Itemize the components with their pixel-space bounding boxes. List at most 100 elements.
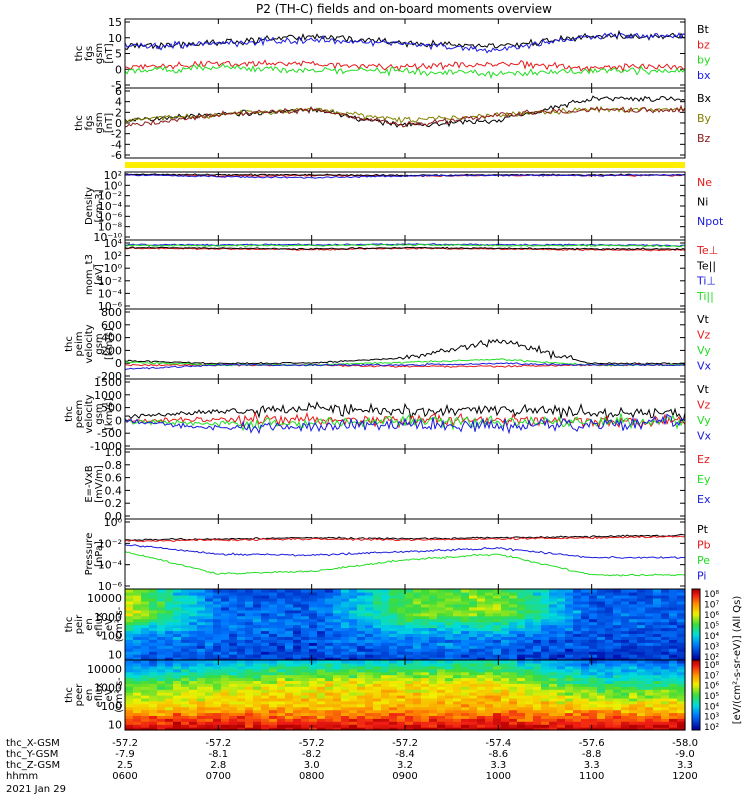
spectrogram-cell xyxy=(365,660,374,664)
colorbar-tick: 10² xyxy=(704,723,719,733)
spectrogram-cell xyxy=(509,589,518,593)
spectrogram-cell xyxy=(661,715,670,719)
spectrogram-cell xyxy=(149,721,158,725)
spectrogram-cell xyxy=(245,600,254,605)
spectrogram-cell xyxy=(509,618,518,623)
spectrogram-cell xyxy=(301,683,310,687)
spectrogram-cell xyxy=(333,660,342,664)
spectrogram-cell xyxy=(445,627,454,632)
spectrogram-cell xyxy=(173,603,182,608)
y-tick-label: 0 xyxy=(115,357,122,370)
spectrogram-cell xyxy=(133,624,142,629)
legend-Ex: Ex xyxy=(697,493,711,506)
spectrogram-cell xyxy=(349,706,358,711)
spectrogram-cell xyxy=(237,683,246,687)
spectrogram-cell xyxy=(269,651,278,655)
y-tick-label: 10⁻⁴ xyxy=(98,287,123,300)
spectrogram-cell xyxy=(213,603,222,608)
spectrogram-cell xyxy=(189,636,198,640)
y-tick-label: 0 xyxy=(115,63,122,76)
spectrogram-cell xyxy=(645,633,654,637)
spectrogram-cell xyxy=(317,657,326,661)
spectrogram-cell xyxy=(589,630,598,634)
spectrogram-cell xyxy=(621,727,630,731)
spectrogram-cell xyxy=(629,677,638,681)
spectrogram-cell xyxy=(277,627,286,632)
spectrogram-cell xyxy=(637,709,646,714)
spectrogram-cell xyxy=(661,671,670,676)
spectrogram-cell xyxy=(357,660,366,664)
spectrogram-cell xyxy=(461,603,470,608)
spectrogram-cell xyxy=(157,665,166,670)
spectrogram-cell xyxy=(277,718,286,722)
spectrogram-cell xyxy=(381,668,390,673)
spectrogram-cell xyxy=(301,695,310,699)
spectrogram-cell xyxy=(189,703,198,708)
spectrogram-cell xyxy=(389,630,398,634)
spectrogram-cell xyxy=(605,624,614,629)
spectrogram-cell xyxy=(453,665,462,670)
spectrogram-cell xyxy=(501,706,510,711)
spectrogram-cell xyxy=(405,697,414,702)
spectrogram-cell xyxy=(597,724,606,728)
spectrogram-cell xyxy=(365,654,374,658)
spectrogram-cell xyxy=(629,606,638,611)
spectrogram-cell xyxy=(477,721,486,725)
spectrogram-cell xyxy=(485,633,494,637)
spectrogram-cell xyxy=(533,597,542,602)
footer-value-t: 0900 xyxy=(392,771,417,782)
panel-frame xyxy=(124,518,686,590)
spectrogram-cell xyxy=(637,692,646,696)
spectrogram-cell xyxy=(533,654,542,658)
spectrogram-cell xyxy=(333,700,342,705)
y-tick-label: 10 xyxy=(108,32,122,45)
spectrogram-cell xyxy=(525,621,534,626)
spectrogram-cell xyxy=(445,636,454,640)
spectrogram-cell xyxy=(165,671,174,676)
spectrogram-cell xyxy=(661,600,670,605)
spectrogram-cell xyxy=(533,645,542,649)
spectrogram-cell xyxy=(213,597,222,602)
spectrogram-cell xyxy=(573,683,582,687)
spectrogram-cell xyxy=(125,621,134,626)
spectrogram-cell xyxy=(405,624,414,629)
spectrogram-cell xyxy=(325,660,334,664)
spectrogram-cell xyxy=(261,718,270,722)
spectrogram-cell xyxy=(205,594,214,599)
spectrogram-cell xyxy=(653,642,662,646)
spectrogram-cell xyxy=(141,594,150,599)
spectrogram-cell xyxy=(269,671,278,676)
spectrogram-cell xyxy=(237,674,246,679)
spectrogram-cell xyxy=(397,706,406,711)
spectrogram-cell xyxy=(445,594,454,599)
spectrogram-cell xyxy=(653,609,662,614)
spectrogram-cell xyxy=(485,680,494,684)
spectrogram-cell xyxy=(301,642,310,646)
spectrogram-cell xyxy=(389,686,398,690)
spectrogram-cell xyxy=(661,668,670,673)
spectrogram-cell xyxy=(141,592,150,596)
spectrogram-cell xyxy=(565,677,574,681)
spectrogram-cell xyxy=(677,657,686,661)
spectrogram-cell xyxy=(133,689,142,693)
spectrogram-cell xyxy=(613,589,622,593)
spectrogram-cell xyxy=(653,677,662,681)
spectrogram-cell xyxy=(365,715,374,719)
spectrogram-cell xyxy=(573,645,582,649)
spectrogram-cell xyxy=(637,592,646,596)
spectrogram-cell xyxy=(637,662,646,667)
spectrogram-cell xyxy=(549,662,558,667)
spectrogram-cell xyxy=(133,674,142,679)
spectrogram-cell xyxy=(613,680,622,684)
spectrogram-cell xyxy=(453,674,462,679)
spectrogram-cell xyxy=(501,624,510,629)
spectrogram-cell xyxy=(413,612,422,617)
spectrogram-cell xyxy=(165,700,174,705)
spectrogram-cell xyxy=(325,636,334,640)
spectrogram-cell xyxy=(125,668,134,673)
spectrogram-cell xyxy=(397,718,406,722)
spectrogram-cell xyxy=(469,651,478,655)
spectrogram-cell xyxy=(637,633,646,637)
spectrogram-cell xyxy=(677,695,686,699)
spectrogram-cell xyxy=(437,695,446,699)
